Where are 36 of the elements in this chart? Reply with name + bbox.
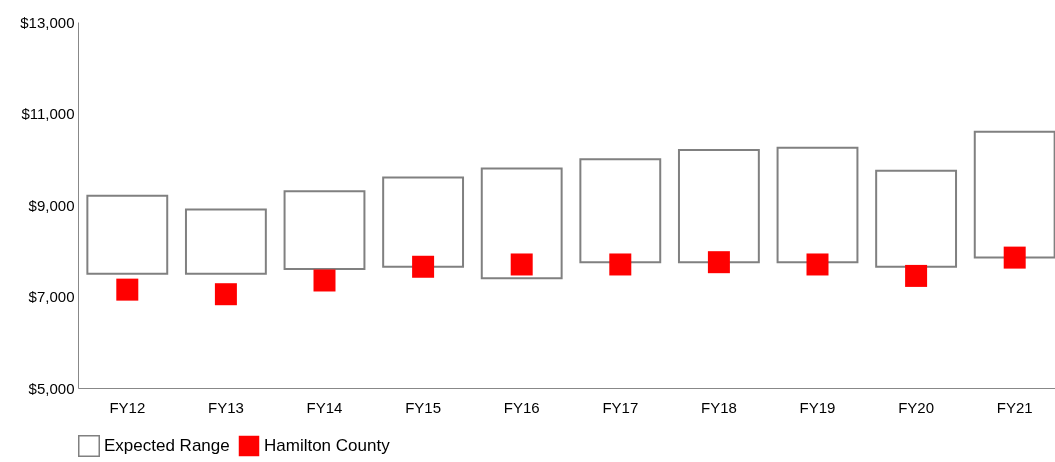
x-tick-label: FY19: [799, 398, 836, 416]
legend-label: Hamilton County: [264, 436, 391, 455]
x-tick-label: FY16: [503, 398, 540, 416]
x-tick-label: FY12: [109, 398, 146, 416]
legend-label: Expected Range: [104, 436, 230, 455]
y-tick-label: $9,000: [28, 196, 75, 214]
point: [609, 253, 632, 276]
y-tick-label: $13,000: [20, 13, 75, 31]
point: [510, 253, 533, 276]
point: [412, 255, 435, 278]
x-tick-label: FY13: [207, 398, 244, 416]
bar: [875, 169, 958, 268]
point: [313, 269, 336, 292]
y-tick-label: $7,000: [28, 288, 75, 305]
bar: [480, 167, 563, 280]
point: [116, 278, 139, 301]
point: [707, 251, 730, 274]
bar: [776, 146, 859, 264]
point: [1003, 246, 1026, 269]
y-tick-label: $5,000: [28, 379, 75, 397]
bar: [86, 194, 169, 275]
bar: [677, 149, 760, 264]
bar: [382, 176, 465, 268]
x-tick-label: FY21: [996, 398, 1033, 416]
bar: [579, 158, 662, 264]
x-tick-label: FY14: [306, 398, 343, 416]
x-tick-label: FY18: [700, 398, 737, 416]
point: [905, 264, 928, 287]
bar: [283, 190, 366, 271]
y-tick-label: $11,000: [21, 105, 75, 122]
point: [806, 253, 829, 276]
point: [214, 283, 237, 306]
x-tick-label: FY17: [602, 398, 639, 416]
bar: [184, 208, 267, 275]
x-tick-label: FY20: [898, 398, 935, 416]
x-tick-label: FY15: [405, 398, 442, 416]
